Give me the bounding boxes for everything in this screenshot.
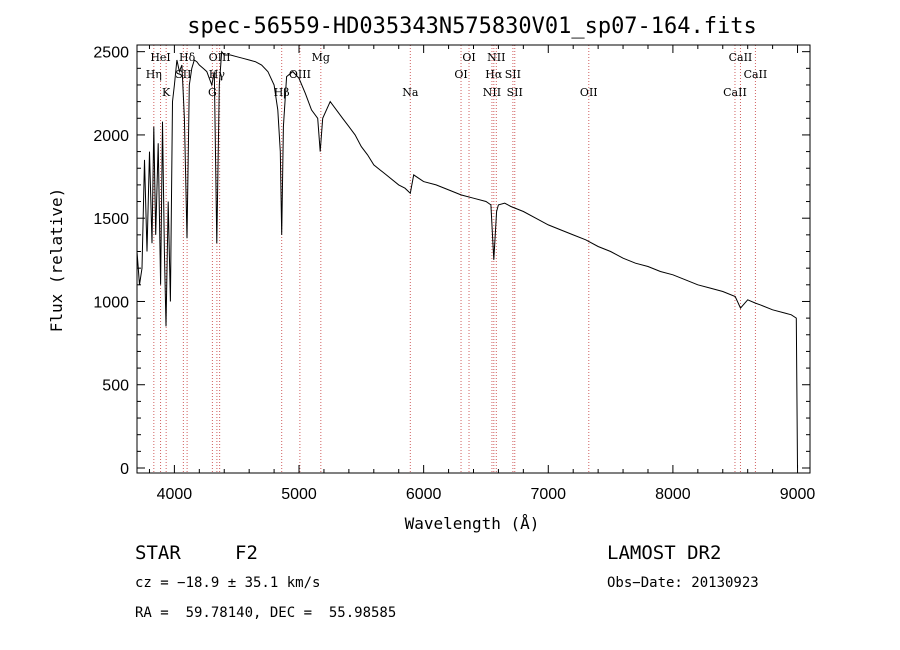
y-tick-label: 2500 bbox=[93, 45, 129, 62]
y-tick-label: 1500 bbox=[93, 211, 129, 228]
y-tick-label: 2000 bbox=[93, 128, 129, 145]
marker-label: Hη bbox=[146, 68, 162, 81]
x-tick-label: 4000 bbox=[157, 486, 193, 503]
x-axis-label: Wavelength (Å) bbox=[405, 514, 540, 533]
marker-label: SII bbox=[507, 86, 523, 99]
spectral-line-markers bbox=[153, 45, 756, 473]
marker-label: OII bbox=[580, 86, 598, 99]
x-tick-label: 6000 bbox=[406, 486, 442, 503]
x-tick-label: 5000 bbox=[281, 486, 317, 503]
x-axis: 4000 5000 6000 7000 8000 9000 bbox=[148, 45, 816, 503]
x-tick-label: 7000 bbox=[530, 486, 566, 503]
y-tick-label: 500 bbox=[102, 378, 129, 395]
x-tick-label: 9000 bbox=[780, 486, 816, 503]
marker-label: NII bbox=[487, 51, 505, 64]
marker-label: CaII bbox=[723, 86, 747, 99]
marker-label: CaII bbox=[744, 68, 768, 81]
marker-label: HeI bbox=[150, 51, 170, 64]
marker-label: G bbox=[208, 86, 217, 99]
marker-label: SII bbox=[505, 68, 521, 81]
marker-label: SII bbox=[175, 68, 191, 81]
marker-label: CaII bbox=[729, 51, 753, 64]
marker-label: OIII bbox=[209, 51, 231, 64]
marker-label: Hδ bbox=[179, 51, 196, 64]
y-axis-label: Flux (relative) bbox=[47, 188, 66, 333]
marker-label: Hα bbox=[485, 68, 503, 81]
spectrum-line bbox=[136, 50, 798, 469]
y-tick-label: 1000 bbox=[93, 294, 129, 311]
y-tick-label: 0 bbox=[120, 461, 129, 478]
chart-title: spec-56559-HD035343N575830V01_sp07-164.f… bbox=[187, 14, 757, 39]
marker-label: OI bbox=[462, 51, 475, 64]
object-subclass: F2 bbox=[235, 542, 258, 564]
redshift-cz: cz = −18.9 ± 35.1 km/s bbox=[135, 575, 321, 591]
marker-label: NII bbox=[483, 86, 501, 99]
y-axis: 0 500 1000 1500 2000 2500 bbox=[93, 45, 810, 478]
marker-label: Na bbox=[402, 86, 419, 99]
marker-label: K bbox=[162, 86, 171, 99]
object-class: STAR bbox=[135, 542, 181, 564]
marker-label: Hγ bbox=[209, 68, 226, 81]
x-tick-label: 8000 bbox=[655, 486, 691, 503]
plot-frame bbox=[136, 44, 811, 474]
survey-name: LAMOST DR2 bbox=[607, 542, 722, 564]
coordinates: RA = 59.78140, DEC = 55.98585 bbox=[135, 605, 397, 621]
marker-label: OI bbox=[454, 68, 467, 81]
marker-label: Mg bbox=[312, 51, 330, 64]
marker-label: OIII bbox=[289, 68, 311, 81]
observation-date: Obs−Date: 20130923 bbox=[607, 575, 759, 591]
